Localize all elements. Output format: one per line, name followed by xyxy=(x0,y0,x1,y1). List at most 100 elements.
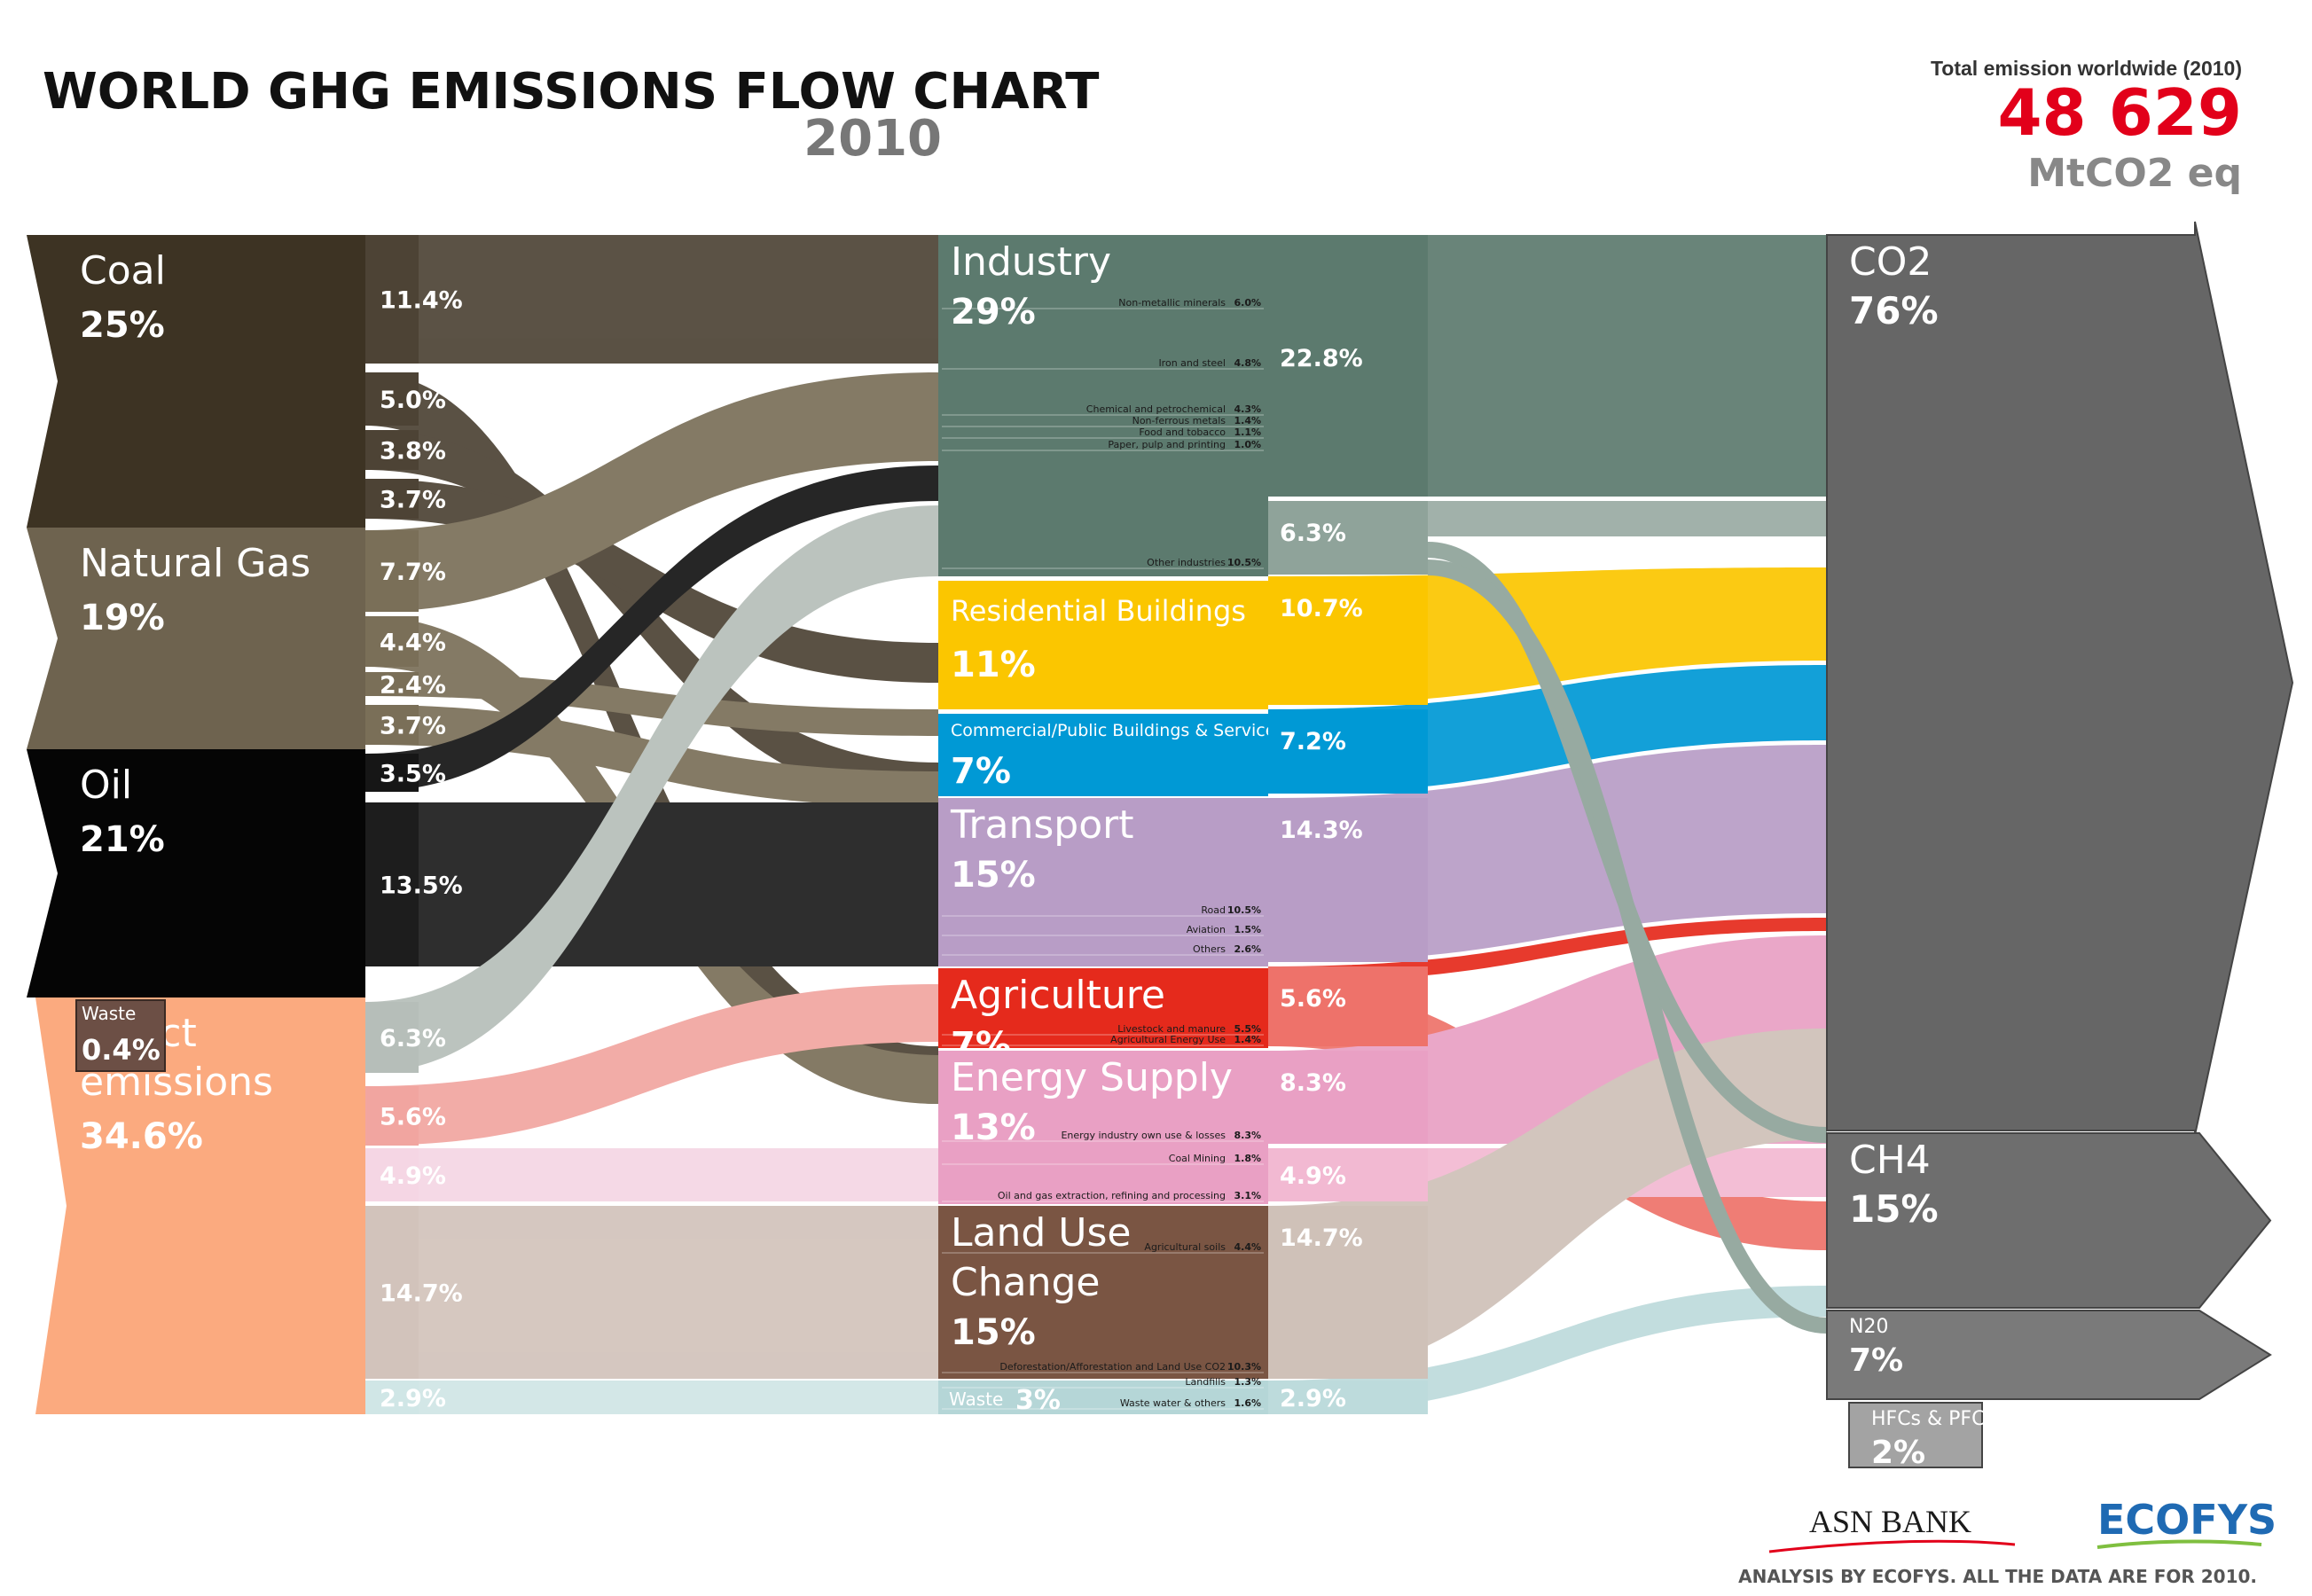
sub-name: Others xyxy=(1193,943,1226,955)
split-label: 6.3% xyxy=(380,1025,446,1052)
split-bar xyxy=(365,430,419,470)
sector-block-energy-supply xyxy=(938,1051,1268,1204)
gas-name: N20 xyxy=(1849,1316,1888,1338)
flow-band xyxy=(365,1206,938,1379)
flow-band xyxy=(365,372,938,612)
chart-title: WORLD GHG EMISSIONS FLOW CHART xyxy=(43,63,1099,121)
flow-bands xyxy=(365,235,1828,1414)
gas-name: CH4 xyxy=(1849,1138,1931,1183)
sub-value: 10.5% xyxy=(1227,557,1261,568)
flow-band xyxy=(365,466,938,792)
sub-value: 4.4% xyxy=(1234,1241,1261,1253)
sub-value: 1.4% xyxy=(1234,415,1261,426)
source-pct: 0.4% xyxy=(82,1033,161,1067)
sub-name: Waste water & others xyxy=(1120,1397,1226,1409)
split-bar xyxy=(365,672,419,696)
sector-output-label: 10.7% xyxy=(1280,595,1363,622)
sector-pct: 29% xyxy=(951,292,1036,332)
sector-block-industry xyxy=(938,235,1268,576)
sector-output-label: 8.3% xyxy=(1280,1069,1346,1097)
split-label: 7.7% xyxy=(380,559,446,586)
sub-value: 1.4% xyxy=(1234,1034,1261,1045)
sub-value: 1.3% xyxy=(1234,1376,1261,1388)
flow-band xyxy=(365,1381,938,1414)
sub-value: 1.8% xyxy=(1234,1153,1261,1164)
split-bar xyxy=(365,754,419,792)
sub-value: 6.0% xyxy=(1234,297,1261,309)
sector-name: Residential Buildings xyxy=(951,594,1246,628)
flow-band xyxy=(365,1148,938,1201)
sub-name: Agricultural soils xyxy=(1144,1241,1226,1253)
chart-year: 2010 xyxy=(803,110,942,168)
source-name: Coal xyxy=(80,248,166,293)
sub-name: Food and tobacco xyxy=(1139,426,1226,438)
sector-output-label: 5.6% xyxy=(1280,985,1346,1013)
asn-swoosh-icon xyxy=(1768,1539,2016,1553)
ecofys-swoosh-icon xyxy=(2096,1539,2262,1549)
split-bar xyxy=(365,372,419,426)
gas-pct: 76% xyxy=(1849,289,1939,332)
source-name: Waste xyxy=(82,1003,136,1024)
sub-value: 1.1% xyxy=(1234,426,1261,438)
flow-band xyxy=(365,505,938,1073)
gas-block-co2 xyxy=(1826,221,2294,1136)
sub-value: 4.8% xyxy=(1234,357,1261,369)
sector-output-label: 14.7% xyxy=(1280,1224,1363,1252)
footer: ASN BANK ECOFYS ANALYSIS BY ECOFYS. ALL … xyxy=(1738,1496,2277,1587)
sector-block-transport xyxy=(938,798,1268,966)
gas-block-ch4 xyxy=(1826,1132,2272,1309)
source-pct: 34.6% xyxy=(80,1116,203,1157)
split-column: 11.4% 5.0% 3.8% 3.7% 7.7% 4.4% 2.4% 3.7% 3.5% 13.… xyxy=(365,235,463,1414)
sector-pct: 15% xyxy=(951,855,1036,896)
source-block-coal xyxy=(27,235,365,528)
split-label: 3.7% xyxy=(380,713,446,740)
gas-block-hfcs-pfcs xyxy=(1848,1402,1983,1468)
sub-value: 2.6% xyxy=(1234,943,1261,955)
sector-output-bar xyxy=(1268,966,1428,1046)
sector-name: Commercial/Public Buildings & Services xyxy=(951,721,1284,740)
split-bar xyxy=(365,1002,419,1073)
split-label: 3.7% xyxy=(380,487,446,514)
sector-pct: 15% xyxy=(951,1312,1036,1353)
sub-value: 5.5% xyxy=(1234,1023,1261,1035)
flow-band xyxy=(1268,918,1827,982)
sector-output-label: 22.8% xyxy=(1280,345,1363,372)
sector-name: Land Use xyxy=(951,1210,1131,1256)
split-bar xyxy=(365,1381,419,1414)
sub-name: Other industries xyxy=(1147,557,1226,568)
gas-pct: 15% xyxy=(1849,1187,1939,1231)
split-label: 2.4% xyxy=(380,672,446,700)
header: WORLD GHG EMISSIONS FLOW CHART 2010 Tota… xyxy=(43,57,2242,196)
split-bar xyxy=(365,1148,419,1201)
sub-name: Deforestation/Afforestation and Land Use… xyxy=(999,1361,1226,1373)
sector-output-bar xyxy=(1268,576,1428,705)
flow-band xyxy=(365,235,938,364)
sub-name: Aviation xyxy=(1187,924,1226,935)
sector-output-bar xyxy=(1268,798,1428,962)
split-bar xyxy=(365,705,419,745)
sub-value: 1.0% xyxy=(1234,439,1261,450)
sub-name: Energy industry own use & losses xyxy=(1061,1130,1226,1141)
footer-note: ANALYSIS BY ECOFYS. ALL THE DATA ARE FOR… xyxy=(1738,1566,2257,1587)
flow-band xyxy=(365,672,938,736)
sector-block-residential-buildings xyxy=(938,581,1268,709)
gas-pct: 2% xyxy=(1871,1435,1925,1471)
sector-output-bar xyxy=(1268,1381,1428,1414)
source-block-waste xyxy=(75,999,166,1072)
sub-value: 4.3% xyxy=(1234,403,1261,415)
sub-name: Iron and steel xyxy=(1158,357,1226,369)
sector-name: Change xyxy=(951,1260,1100,1305)
sub-value: 8.3% xyxy=(1234,1130,1261,1141)
source-pct: 19% xyxy=(80,598,165,638)
gas-pct: 7% xyxy=(1849,1342,1903,1379)
sector-output-bar xyxy=(1268,1148,1428,1201)
gas-block-n2o xyxy=(1826,1310,2272,1400)
source-name: Natural Gas xyxy=(80,541,310,586)
sub-value: 3.1% xyxy=(1234,1190,1261,1201)
sector-output-bar xyxy=(1268,709,1428,794)
sector-column: Industry 29% Non-metallic minerals 6.0% Iron… xyxy=(938,235,1284,1416)
ecofys-logo: ECOFYS xyxy=(2097,1496,2277,1544)
gas-name: CO2 xyxy=(1849,239,1932,285)
total-value: 48 629 xyxy=(1997,75,2242,150)
